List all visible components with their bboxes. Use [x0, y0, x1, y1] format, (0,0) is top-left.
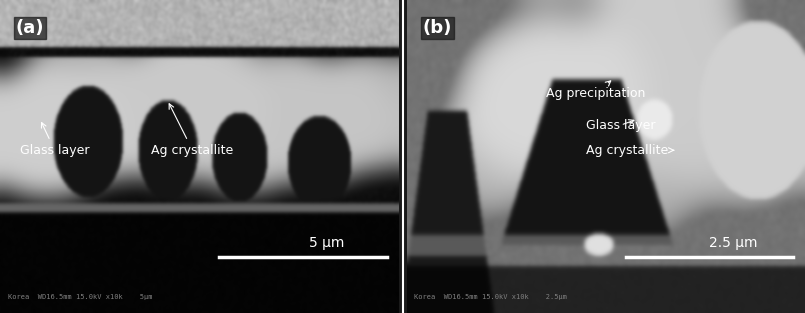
Text: Korea  WD16.5mm 15.0kV x10k    5μm: Korea WD16.5mm 15.0kV x10k 5μm [8, 295, 152, 300]
Text: Ag precipitation: Ag precipitation [546, 81, 646, 100]
Text: Glass layer: Glass layer [586, 119, 655, 132]
Text: Ag crystallite: Ag crystallite [151, 104, 233, 157]
Text: 5 μm: 5 μm [309, 236, 345, 250]
Text: Glass layer: Glass layer [20, 123, 89, 157]
Text: (b): (b) [423, 19, 452, 37]
Text: Ag crystallite: Ag crystallite [586, 144, 674, 157]
Text: (a): (a) [16, 19, 44, 37]
Text: 2.5 μm: 2.5 μm [709, 236, 758, 250]
Text: Korea  WD16.5mm 15.0kV x10k    2.5μm: Korea WD16.5mm 15.0kV x10k 2.5μm [415, 295, 568, 300]
